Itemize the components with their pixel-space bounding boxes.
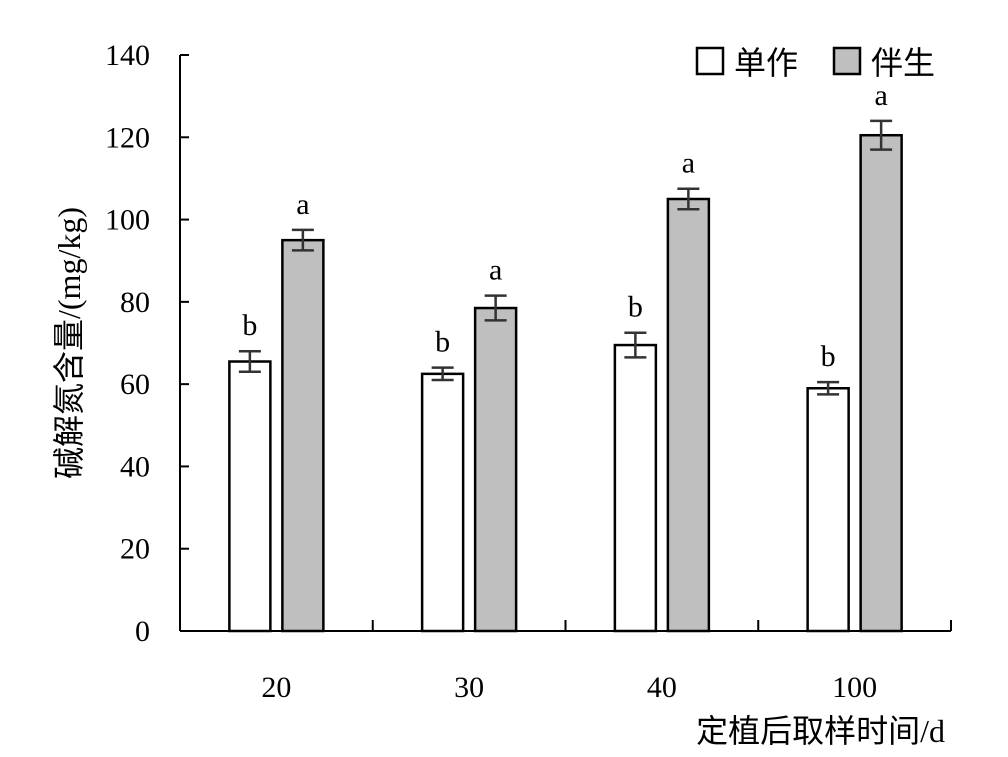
- y-tick-label: 120: [105, 121, 150, 154]
- significance-label: a: [296, 188, 309, 221]
- y-tick-label: 0: [135, 615, 150, 648]
- y-axis-title: 碱解氮含量/(mg/kg): [51, 207, 87, 479]
- x-axis-title: 定植后取样时间/d: [696, 713, 945, 749]
- legend-swatch: [832, 46, 862, 76]
- legend-label: 伴生: [871, 45, 935, 81]
- bar: [806, 387, 850, 633]
- y-tick-label: 40: [120, 450, 150, 483]
- bar: [420, 372, 465, 633]
- significance-label: b: [435, 326, 450, 359]
- legend-label: 单作: [734, 45, 798, 81]
- bar: [666, 197, 711, 633]
- bar: [281, 238, 325, 633]
- x-category-label: 100: [832, 671, 877, 704]
- significance-label: b: [628, 291, 643, 324]
- significance-label: b: [242, 309, 257, 342]
- y-tick-label: 100: [105, 204, 150, 237]
- x-category-label: 20: [261, 671, 291, 704]
- x-axis: 20 30 40 100: [179, 620, 952, 704]
- x-category-label: 30: [454, 671, 484, 704]
- y-tick-label: 60: [120, 368, 150, 401]
- bar: [859, 133, 903, 633]
- y-axis: 0 20 40 60 80 100 120 140: [105, 39, 189, 648]
- y-tick-label: 80: [120, 286, 150, 319]
- bars-layer: b a b a b a b a: [228, 79, 903, 633]
- bar: [613, 343, 658, 633]
- significance-label: a: [682, 147, 695, 180]
- significance-label: a: [874, 79, 887, 112]
- significance-label: a: [489, 254, 502, 287]
- legend: 单作 伴生: [695, 45, 935, 81]
- bar: [473, 306, 518, 633]
- y-tick-label: 20: [120, 533, 150, 566]
- bar: [228, 360, 272, 633]
- legend-swatch: [695, 46, 725, 76]
- significance-label: b: [821, 340, 836, 373]
- y-tick-label: 140: [105, 39, 150, 72]
- x-category-label: 40: [647, 671, 677, 704]
